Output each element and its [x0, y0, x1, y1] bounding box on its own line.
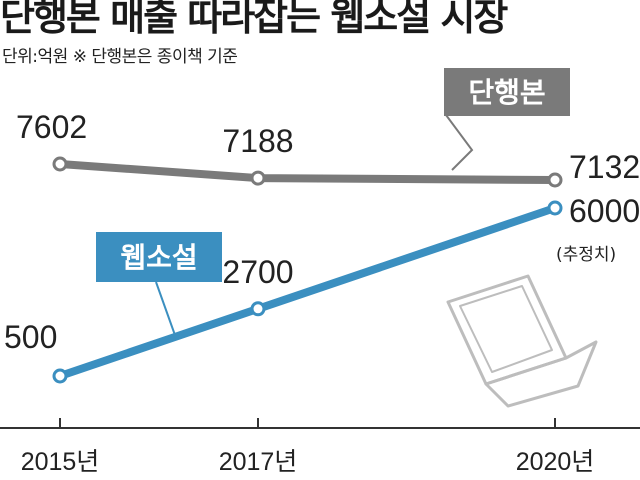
chart-subtitle: 단위:억원 ※ 단행본은 종이책 기준 — [2, 47, 238, 67]
data-point-print-books — [250, 170, 266, 186]
data-point-web-novels — [250, 301, 266, 317]
series-line-print-books — [56, 160, 559, 184]
data-point-web-novels — [547, 200, 563, 216]
data-label-print-books: 7602 — [16, 109, 87, 145]
data-label-web-novels: 500 — [4, 319, 57, 355]
legend-label-web-novels: 웹소설 — [120, 241, 197, 274]
chart-title: 단행본 매출 따라잡는 웹소설 시장 — [0, 0, 508, 39]
data-label-web-novels: 6000 — [569, 193, 640, 229]
data-point-print-books — [52, 156, 68, 172]
legend-leader-web-novels — [155, 281, 177, 339]
data-point-print-books — [547, 172, 563, 188]
x-tick-label: 2020년 — [516, 448, 595, 476]
data-label-web-novels: 2700 — [222, 254, 293, 290]
annotation-estimate: (추정치) — [556, 245, 616, 265]
x-tick-label: 2015년 — [21, 448, 100, 476]
data-label-print-books: 7188 — [222, 123, 293, 159]
legend-leader-print-books — [445, 114, 474, 171]
legend-box-print-books — [444, 68, 570, 116]
laptop-icon — [446, 274, 598, 408]
legend-web-novels: 웹소설 — [96, 232, 222, 339]
legend-print-books: 단행본 — [444, 68, 570, 171]
legend-box-web-novels — [96, 232, 222, 282]
legend-label-print-books: 단행본 — [468, 76, 545, 109]
data-label-print-books: 7132 — [569, 149, 640, 185]
x-tick-label: 2017년 — [219, 448, 298, 476]
data-point-web-novels — [52, 368, 68, 384]
